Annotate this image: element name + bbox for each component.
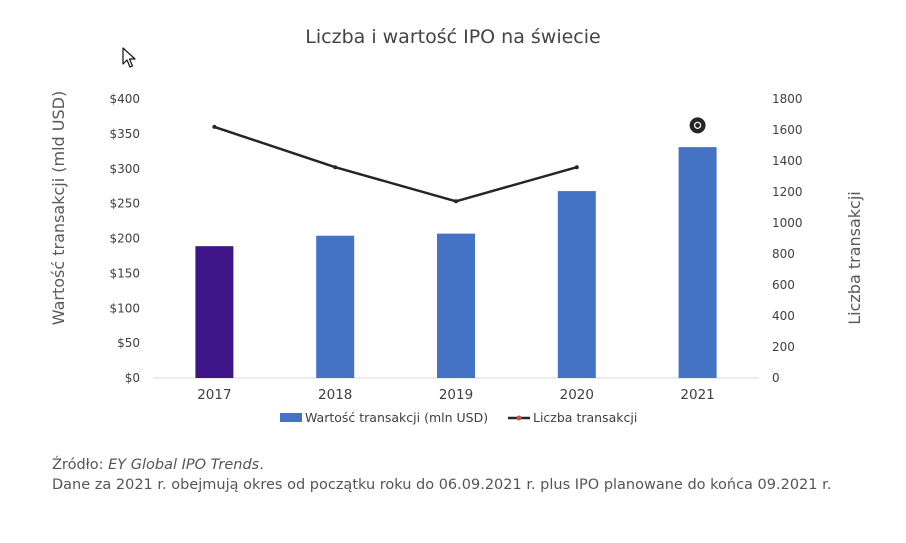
legend-label-line: Liczba transakcji [533, 410, 637, 425]
chart-title: Liczba i wartość IPO na świecie [305, 26, 601, 48]
line-point-2021 [689, 117, 706, 134]
y-tick-label: $200 [109, 232, 140, 246]
bar-2021 [678, 147, 717, 378]
bar-2020 [557, 191, 596, 378]
y-tick-label: $400 [109, 92, 140, 106]
y2-tick-label: 1800 [772, 92, 803, 106]
x-tick-label: 2018 [318, 387, 352, 403]
x-tick-label: 2017 [197, 387, 231, 403]
y-axis-title: Wartość transakcji (mld USD) [49, 91, 68, 325]
x-tick-label: 2019 [439, 387, 473, 403]
line-point-2019 [454, 199, 458, 204]
legend-label-bar: Wartość transakcji (mln USD) [305, 410, 488, 425]
source-label: Źródło: [52, 457, 109, 473]
y2-tick-label: 1000 [772, 216, 803, 230]
source-title: EY Global IPO Trends [108, 457, 260, 473]
y2-tick-label: 800 [772, 247, 795, 261]
y-axis-ticks: $0 $50 $100 $150 $200 $250 $300 $350 $400 [109, 92, 140, 385]
chart: $0 $50 $100 $150 $200 $250 $300 $350 $400 0 200 40… [49, 91, 864, 425]
source-line: Źródło: EY Global IPO Trends. [52, 455, 831, 475]
line-point-2017 [212, 124, 217, 129]
x-tick-label: 2021 [680, 387, 714, 403]
x-tick-label: 2020 [560, 387, 594, 403]
source-end: . [259, 457, 264, 473]
y2-axis-ticks: 0 200 400 600 800 1000 1200 1400 1600 1800 [772, 92, 803, 385]
line-path [214, 125, 578, 203]
y-tick-label: $0 [125, 371, 140, 385]
legend-swatch-marker [516, 415, 522, 421]
legend-swatch-bar [280, 413, 302, 422]
y2-tick-label: 1400 [772, 154, 803, 168]
y-tick-label: $150 [109, 266, 140, 280]
y-tick-label: $350 [109, 127, 140, 141]
bar-2019 [437, 233, 475, 378]
y2-tick-label: 1200 [772, 185, 803, 199]
y2-tick-label: 0 [772, 371, 780, 385]
y2-tick-label: 1600 [772, 123, 803, 137]
legend: Wartość transakcji (mln USD) Liczba tran… [280, 410, 637, 425]
bar-2017 [195, 246, 234, 378]
y2-tick-label: 200 [772, 340, 795, 354]
y-tick-label: $100 [109, 301, 140, 315]
bars [195, 147, 717, 378]
footnote: Źródło: EY Global IPO Trends. Dane za 20… [52, 455, 831, 495]
y-tick-label: $300 [109, 162, 140, 176]
line-point-inner-2021 [693, 121, 702, 129]
line-series [212, 117, 706, 204]
y-tick-label: $50 [117, 336, 140, 350]
y2-tick-label: 600 [772, 278, 795, 292]
line-point-2020 [574, 165, 579, 170]
y2-tick-label: 400 [772, 309, 795, 323]
mouse-cursor-icon [122, 47, 136, 68]
y2-axis-title: Liczba transakcji [845, 191, 864, 325]
x-axis-ticks: 2017 2018 2019 2020 2021 [197, 387, 715, 403]
note-line: Dane za 2021 r. obejmują okres od począt… [52, 477, 832, 493]
line-point-2018 [333, 165, 338, 170]
bar-2018 [316, 235, 355, 378]
y-tick-label: $250 [109, 197, 140, 211]
